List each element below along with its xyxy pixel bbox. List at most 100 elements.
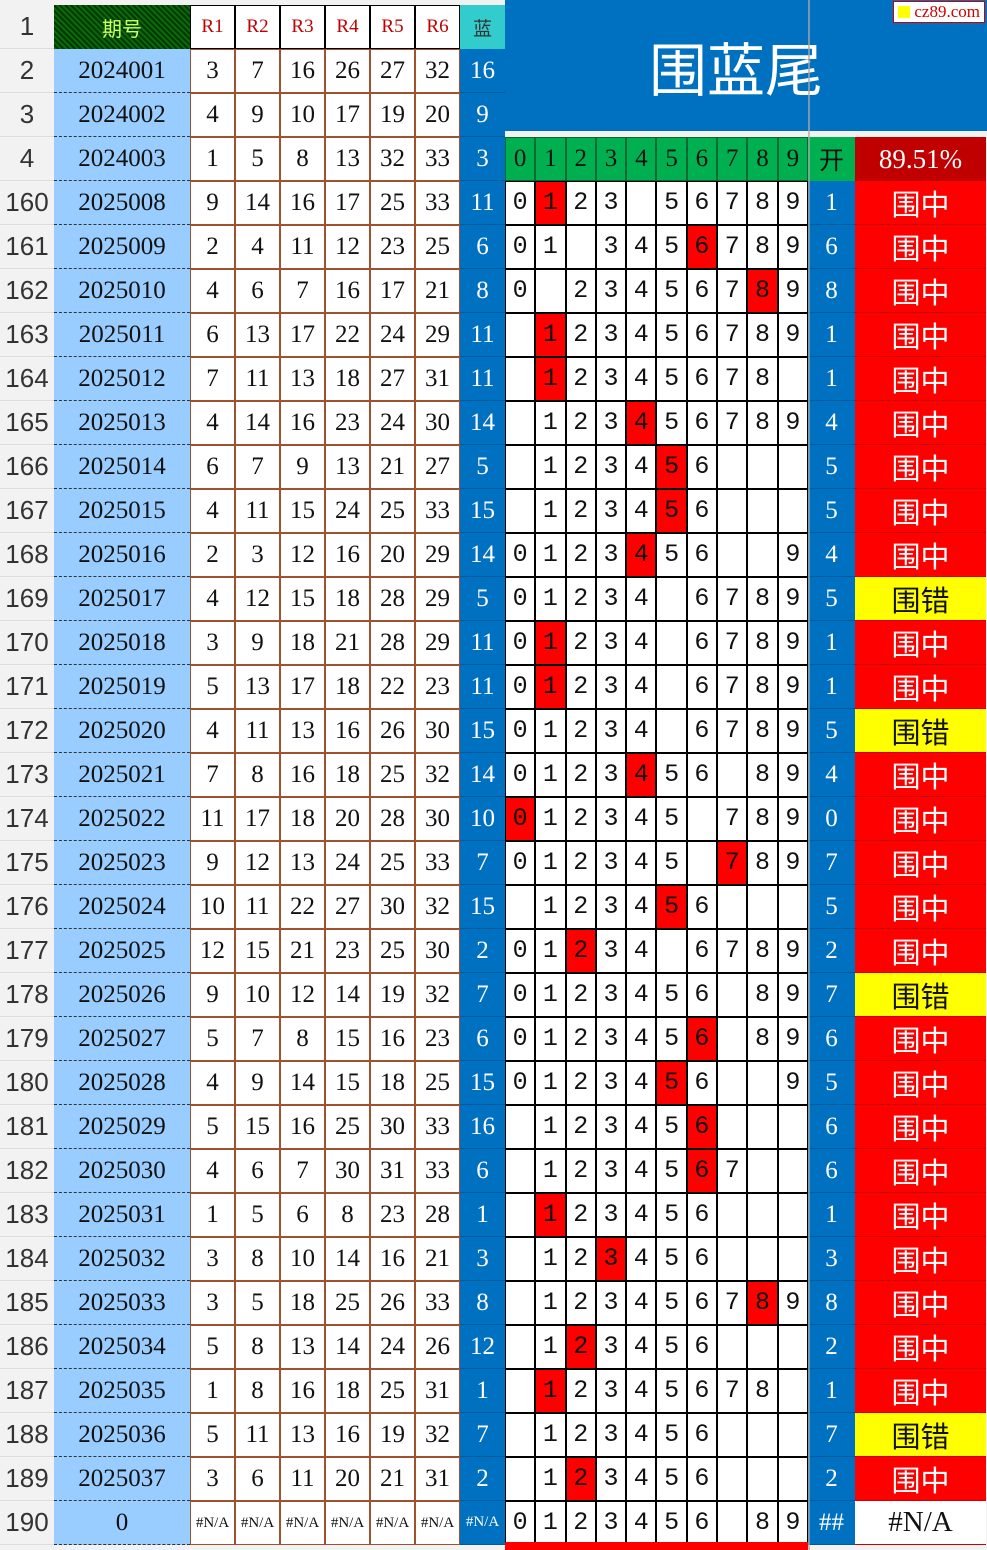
red-ball-cell[interactable]: #N/A	[370, 1501, 415, 1545]
digit-cell[interactable]	[686, 1105, 718, 1149]
digit-cell[interactable]	[747, 1017, 778, 1061]
digit-cell[interactable]	[717, 577, 748, 621]
open-header[interactable]: 开	[807, 137, 855, 181]
red-ball-cell[interactable]: 16	[370, 1237, 415, 1281]
digit-cell[interactable]	[595, 753, 627, 797]
open-tail-cell[interactable]: 2	[808, 929, 855, 973]
digit-cell[interactable]	[565, 665, 596, 709]
digit-cell[interactable]	[565, 841, 596, 885]
red-ball-cell[interactable]: 9	[190, 181, 235, 225]
digit-cell[interactable]	[686, 929, 718, 973]
red-ball-cell[interactable]: 33	[415, 137, 460, 181]
red-ball-cell[interactable]: 14	[235, 181, 280, 225]
result-cell[interactable]: 围中	[855, 1369, 986, 1413]
red-ball-cell[interactable]: 25	[370, 1369, 415, 1413]
open-tail-cell[interactable]: 1	[808, 621, 855, 665]
digit-cell[interactable]	[686, 1457, 718, 1501]
red-ball-cell[interactable]: 18	[325, 1369, 370, 1413]
row-number[interactable]: 3	[0, 93, 54, 137]
period-cell[interactable]: 2025032	[54, 1237, 190, 1281]
red-ball-cell[interactable]: 18	[325, 577, 370, 621]
red-ball-cell[interactable]: 15	[235, 1105, 280, 1149]
row-number[interactable]: 4	[0, 137, 54, 181]
digit-cell[interactable]	[777, 1105, 808, 1149]
open-tail-cell[interactable]: 2	[808, 1457, 855, 1501]
red-ball-cell[interactable]: 8	[280, 137, 325, 181]
red-ball-cell[interactable]: 23	[415, 1017, 460, 1061]
digit-cell[interactable]	[777, 1413, 808, 1457]
red-ball-cell[interactable]: 32	[415, 49, 460, 93]
red-ball-cell[interactable]: 13	[280, 841, 325, 885]
digit-cell[interactable]	[595, 269, 627, 313]
open-tail-cell[interactable]: 1	[808, 1193, 855, 1237]
digit-cell[interactable]	[535, 885, 566, 929]
row-number[interactable]: 187	[0, 1369, 54, 1413]
red-ball-cell[interactable]: 15	[235, 929, 280, 973]
red-ball-cell[interactable]: 3	[190, 621, 235, 665]
digit-cell[interactable]	[565, 1061, 596, 1105]
digit-cell[interactable]	[777, 1281, 808, 1325]
digit-cell[interactable]	[565, 269, 596, 313]
digit-cell[interactable]	[747, 357, 778, 401]
digit-cell[interactable]	[747, 489, 778, 533]
digit-cell[interactable]	[565, 1369, 596, 1413]
digit-cell[interactable]	[505, 841, 536, 885]
red-ball-cell[interactable]: 10	[190, 885, 235, 929]
digit-cell[interactable]	[505, 1369, 536, 1413]
digit-header[interactable]: 7	[717, 137, 748, 181]
red-ball-cell[interactable]: 12	[235, 577, 280, 621]
period-cell[interactable]: 2025029	[54, 1105, 190, 1149]
digit-cell[interactable]	[686, 1237, 718, 1281]
digit-cell[interactable]	[595, 1193, 627, 1237]
digit-cell[interactable]	[686, 1149, 718, 1193]
red-ball-cell[interactable]: 32	[415, 1413, 460, 1457]
digit-cell[interactable]	[777, 709, 808, 753]
digit-cell[interactable]	[626, 313, 657, 357]
digit-cell[interactable]	[686, 885, 718, 929]
red-ball-cell[interactable]: 4	[190, 269, 235, 313]
result-cell[interactable]: 围中	[855, 1457, 986, 1501]
digit-cell[interactable]	[505, 313, 536, 357]
digit-cell[interactable]	[595, 357, 627, 401]
red-ball-cell[interactable]: 11	[235, 885, 280, 929]
digit-cell[interactable]	[656, 753, 687, 797]
blue-ball-cell[interactable]: 14	[460, 401, 505, 445]
digit-cell[interactable]	[505, 577, 536, 621]
digit-cell[interactable]	[747, 577, 778, 621]
red-ball-cell[interactable]: 8	[280, 1017, 325, 1061]
open-tail-cell[interactable]: 8	[808, 1281, 855, 1325]
row-number[interactable]: 167	[0, 489, 54, 533]
red-header[interactable]: R5	[370, 5, 415, 49]
digit-cell[interactable]	[656, 1281, 687, 1325]
open-tail-cell[interactable]: 1	[808, 1369, 855, 1413]
digit-cell[interactable]	[747, 709, 778, 753]
red-ball-cell[interactable]: 27	[370, 357, 415, 401]
red-ball-cell[interactable]: 4	[235, 225, 280, 269]
digit-cell[interactable]	[686, 1281, 718, 1325]
blue-ball-cell[interactable]: 14	[460, 533, 505, 577]
red-ball-cell[interactable]: 13	[280, 709, 325, 753]
digit-header[interactable]: 1	[535, 137, 566, 181]
open-tail-cell[interactable]: 6	[808, 1149, 855, 1193]
hit-rate[interactable]: 89.51%	[854, 137, 986, 181]
digit-cell[interactable]	[747, 1105, 778, 1149]
digit-cell[interactable]	[777, 1457, 808, 1501]
digit-cell[interactable]	[595, 1061, 627, 1105]
red-ball-cell[interactable]: 27	[415, 445, 460, 489]
red-ball-cell[interactable]: 1	[190, 137, 235, 181]
digit-cell[interactable]	[777, 1369, 808, 1413]
digit-cell[interactable]	[595, 709, 627, 753]
digit-cell[interactable]	[505, 797, 536, 841]
red-ball-cell[interactable]: 21	[415, 1237, 460, 1281]
red-ball-cell[interactable]: 16	[280, 753, 325, 797]
blue-ball-cell[interactable]: 7	[460, 1413, 505, 1457]
digit-cell[interactable]	[686, 973, 718, 1017]
digit-header[interactable]: 8	[747, 137, 778, 181]
red-ball-cell[interactable]: 14	[325, 1237, 370, 1281]
red-ball-cell[interactable]: 4	[190, 401, 235, 445]
red-ball-cell[interactable]: 11	[235, 709, 280, 753]
digit-cell[interactable]	[595, 313, 627, 357]
period-cell[interactable]: 2025011	[54, 313, 190, 357]
red-ball-cell[interactable]: #N/A	[280, 1501, 325, 1545]
blue-ball-cell[interactable]: 7	[460, 973, 505, 1017]
